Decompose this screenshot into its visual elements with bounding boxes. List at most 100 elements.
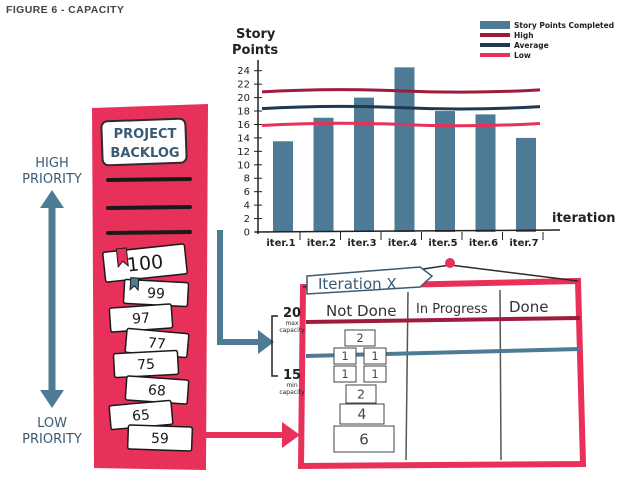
bar-iter5 <box>435 111 455 232</box>
story-card-points: 2 <box>356 332 363 345</box>
column-not-done: Not Done <box>326 302 397 320</box>
figure-label: FIGURE 6 - CAPACITY <box>6 4 125 16</box>
backlog-item-lines <box>106 177 192 235</box>
backlog-card: 97 <box>108 303 174 333</box>
story-card: 1 <box>363 365 387 383</box>
story-card-body <box>345 384 377 404</box>
story-card: 1 <box>333 365 357 383</box>
x-category-label: iter.2 <box>307 238 336 249</box>
legend-swatch <box>480 53 510 57</box>
hanger-string-right <box>449 264 579 282</box>
x-category-label: iter.3 <box>347 238 376 249</box>
story-card-body <box>363 365 387 383</box>
y-tick-label: 10 <box>237 160 250 171</box>
story-card-body <box>333 365 357 383</box>
min-capacity-value: 15 <box>283 368 301 383</box>
chart-ylabel-2: Points <box>232 43 278 58</box>
story-card-points: 4 <box>358 407 367 423</box>
bookmark-icon <box>115 247 129 269</box>
legend-label: High <box>514 31 534 40</box>
legend-swatch <box>480 33 510 37</box>
y-tick-label: 6 <box>244 187 250 198</box>
high-priority-label-1: HIGH <box>35 156 68 171</box>
legend-label: Low <box>514 51 531 60</box>
bar-iter3 <box>354 97 374 232</box>
board-title-banner <box>306 266 434 295</box>
backlog-card: 65 <box>108 399 174 431</box>
story-card-body <box>339 403 385 425</box>
backlog-card-value: 77 <box>147 335 166 352</box>
story-card: 1 <box>363 347 387 365</box>
story-card: 2 <box>344 329 376 347</box>
bar-iter1 <box>273 141 293 232</box>
legend-label: Story Points Completed <box>514 21 614 30</box>
backlog-card-value: 59 <box>151 431 169 448</box>
priority-arrow-up-icon <box>40 190 64 208</box>
x-category-label: iter.5 <box>428 238 457 249</box>
legend-swatch <box>480 21 510 29</box>
column-done: Done <box>509 298 548 316</box>
backlog-card: 99 <box>122 277 190 308</box>
story-card: 6 <box>333 425 395 453</box>
x-category-label: iter.1 <box>266 238 295 249</box>
story-card-points: 1 <box>341 368 348 381</box>
backlog-card-value: 65 <box>132 407 151 424</box>
backlog-item-line <box>106 205 192 210</box>
capacity-bracket <box>271 315 278 377</box>
flow-arrow-red-head-icon <box>282 422 300 448</box>
backlog-card-body <box>126 424 194 452</box>
y-tick-label: 2 <box>244 214 250 225</box>
column-in-progress: In Progress <box>416 302 488 317</box>
story-card-points: 1 <box>371 368 378 381</box>
x-category-label: iter.4 <box>388 238 417 249</box>
story-card-points: 2 <box>357 387 365 402</box>
chart-categories: iter.1 iter.2 iter.3 iter.4 iter.5 iter.6 iter… <box>266 232 544 249</box>
y-tick-label: 24 <box>237 66 250 77</box>
bar-iter6 <box>475 114 496 232</box>
backlog-card-value: 68 <box>147 382 166 399</box>
low-priority-label-1: LOW <box>37 416 67 431</box>
y-tick-label: 22 <box>237 80 250 91</box>
y-tick-label: 18 <box>237 107 250 118</box>
backlog-card-value: 99 <box>147 286 166 303</box>
backlog-title-card <box>100 117 188 167</box>
priority-arrow-down-icon <box>40 390 64 408</box>
y-tick-label: 0 <box>244 228 250 239</box>
backlog-item-line <box>106 177 192 182</box>
backlog-title-1: PROJECT <box>114 127 177 142</box>
story-card-body <box>333 347 357 365</box>
min-capacity-label-2: capacity <box>279 389 305 396</box>
backlog-card: 100 <box>102 243 188 283</box>
legend-label: Average <box>514 41 549 50</box>
reference-line-high <box>261 88 541 94</box>
x-category-label: iter.7 <box>509 238 538 249</box>
story-card-body <box>333 425 395 453</box>
legend-swatch <box>480 43 510 47</box>
backlog-item-line <box>106 230 192 235</box>
y-tick-label: 16 <box>237 120 250 131</box>
chart-xlabel: iteration <box>552 211 616 226</box>
max-capacity-line <box>305 316 581 324</box>
chart-x-axis <box>254 229 561 233</box>
story-card: 1 <box>333 347 357 365</box>
backlog-card-value: 75 <box>137 357 156 374</box>
story-card-body <box>363 347 387 365</box>
reference-line-low <box>261 121 541 128</box>
flow-arrow-blue-head-icon <box>258 330 274 354</box>
backlog-card-body <box>112 349 180 379</box>
story-card-points: 1 <box>371 350 378 363</box>
bar-iter7 <box>516 137 536 232</box>
high-priority-label-2: PRIORITY <box>22 172 82 187</box>
min-capacity-label-1: min <box>286 382 298 389</box>
backlog-card: 59 <box>126 424 194 452</box>
y-tick-label: 12 <box>237 147 250 158</box>
priority-axis: HIGH PRIORITY LOW PRIORITY <box>22 156 82 447</box>
backlog-card-value: 97 <box>132 310 151 327</box>
iteration-board: Iteration X Not Done In Progress Done 20… <box>271 258 587 470</box>
story-card: 4 <box>339 403 385 425</box>
